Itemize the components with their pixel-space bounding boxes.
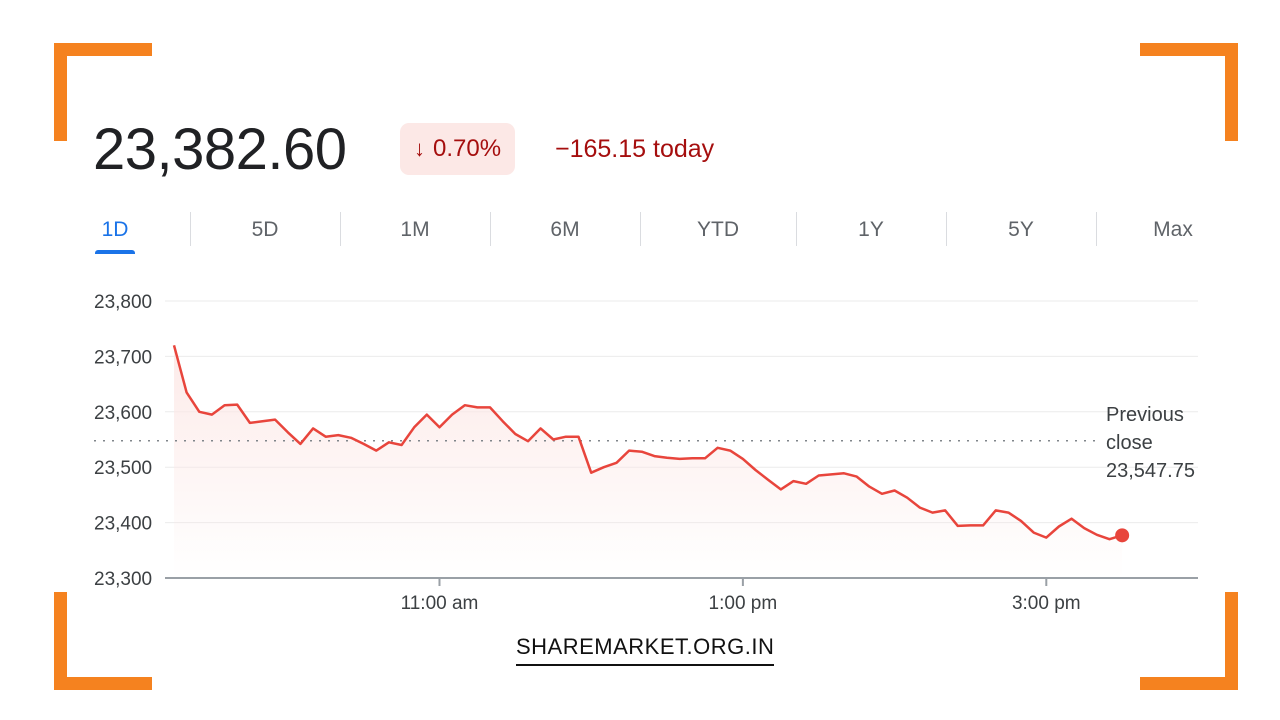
tab-divider — [1096, 212, 1097, 246]
site-watermark: SHAREMARKET.ORG.IN — [516, 634, 775, 666]
tab-6m[interactable]: 6M — [550, 218, 580, 241]
tab-divider — [190, 212, 191, 246]
y-axis: 23,300 23,400 23,500 23,600 23,700 23,800 — [94, 292, 152, 590]
y-tick-label: 23,800 — [94, 292, 152, 313]
tab-divider — [490, 212, 491, 246]
price-area — [174, 345, 1123, 578]
previous-close-label-line: 23,547.75 — [1106, 460, 1195, 482]
x-tick-label: 3:00 pm — [1012, 593, 1081, 614]
x-axis: 11:00 am 1:00 pm 3:00 pm — [401, 578, 1081, 614]
corner-bracket-top-left — [54, 43, 152, 141]
x-tick-label: 11:00 am — [401, 593, 479, 614]
tab-5d[interactable]: 5D — [251, 218, 279, 241]
corner-bracket-bottom-right — [1140, 592, 1238, 690]
y-tick-label: 23,700 — [94, 347, 152, 368]
tab-1y[interactable]: 1Y — [858, 218, 884, 241]
tab-5y[interactable]: 5Y — [1008, 218, 1034, 241]
previous-close-label: Previous close 23,547.75 — [1106, 404, 1195, 482]
tab-divider — [796, 212, 797, 246]
corner-bracket-top-right — [1140, 43, 1238, 141]
x-tick-label: 1:00 pm — [709, 593, 778, 614]
arrow-down-icon: ↓ — [414, 136, 425, 161]
y-tick-label: 23,400 — [94, 514, 152, 535]
tab-ytd[interactable]: YTD — [697, 218, 739, 241]
change-today: −165.15 today — [555, 135, 715, 163]
current-price: 23,382.60 — [93, 117, 347, 182]
previous-close-label-line: close — [1106, 432, 1153, 454]
y-tick-label: 23,600 — [94, 403, 152, 424]
range-tabs: 1D 5D 1M 6M YTD 1Y 5Y Max — [40, 210, 1240, 256]
tab-max[interactable]: Max — [1153, 218, 1193, 241]
change-percent-badge: ↓ 0.70% — [400, 123, 516, 175]
tab-divider — [340, 212, 341, 246]
previous-close-label-line: Previous — [1106, 404, 1184, 426]
last-price-marker — [1115, 528, 1130, 543]
price-line — [172, 344, 1123, 541]
tab-divider — [946, 212, 947, 246]
corner-bracket-bottom-left — [54, 592, 152, 690]
tab-1m[interactable]: 1M — [400, 218, 430, 241]
tab-divider — [640, 212, 641, 246]
y-tick-label: 23,500 — [94, 458, 152, 479]
change-percent: 0.70% — [433, 135, 502, 162]
tab-1d[interactable]: 1D — [101, 218, 129, 241]
tab-active-indicator — [95, 250, 135, 254]
y-tick-label: 23,300 — [94, 569, 152, 590]
